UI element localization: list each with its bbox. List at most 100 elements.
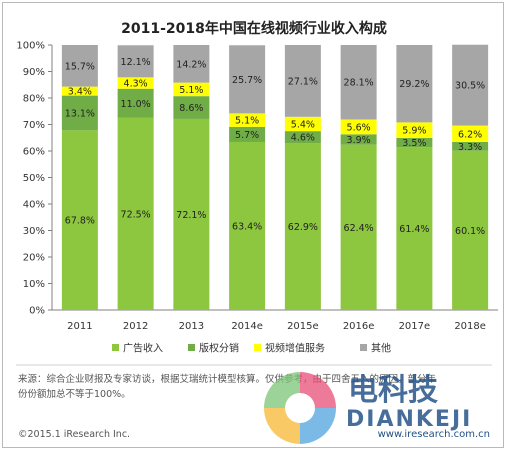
data-label: 4.3% [124, 79, 148, 90]
y-tick-label: 100% [16, 41, 45, 52]
watermark-text-en: DIANKEJI [346, 407, 472, 432]
bar-segment [173, 82, 210, 97]
copyright: ©2015.1 iResearch Inc. [18, 429, 130, 440]
x-tick-label: 2012 [123, 321, 148, 332]
legend-swatch [188, 344, 195, 351]
bar-segment [396, 138, 433, 148]
source-note-line1: 来源：综合企业财报及专家访谈，根据艾瑞统计模型核算。仅供参考，由于四舍五入的原因… [18, 373, 437, 385]
y-tick-label: 90% [23, 67, 45, 78]
data-label: 5.4% [291, 119, 315, 130]
y-tick-label: 30% [23, 226, 45, 237]
data-label: 11.0% [121, 99, 151, 110]
x-tick-label: 2017e [399, 321, 431, 332]
bar-segment [452, 141, 489, 151]
data-label: 3.9% [347, 135, 371, 146]
data-label: 29.2% [399, 79, 429, 90]
x-tick-label: 2014e [231, 321, 263, 332]
legend-label: 版权分销 [199, 342, 239, 355]
y-tick-label: 40% [23, 200, 45, 211]
bar-segment [284, 131, 321, 144]
watermark-text-cn: 电科技 [348, 373, 438, 408]
data-label: 12.1% [121, 57, 151, 68]
bar-segment [229, 126, 266, 142]
data-label: 5.6% [347, 122, 371, 133]
data-label: 25.7% [232, 75, 262, 86]
bar-segment [173, 96, 210, 119]
data-label: 62.9% [288, 222, 318, 233]
y-tick-label: 70% [23, 120, 45, 131]
bar-segment [61, 95, 98, 131]
bar-segment [173, 118, 210, 310]
legend-label: 广告收入 [123, 342, 163, 355]
legend-label: 其他 [371, 342, 391, 355]
bar-segment [229, 113, 266, 127]
data-label: 4.6% [291, 133, 315, 144]
y-tick-label: 0% [29, 306, 45, 317]
y-tick-label: 20% [23, 253, 45, 264]
data-label: 13.1% [65, 108, 95, 119]
bar-segment [117, 77, 154, 89]
data-label: 28.1% [344, 78, 374, 89]
data-label: 3.5% [402, 138, 426, 149]
bar-segment [340, 134, 377, 145]
bar-segment [452, 44, 489, 126]
x-ticks: 2011 2012 2013 2014e 2015e 2016e 2017e 2018e [67, 321, 486, 332]
data-label: 3.3% [458, 142, 482, 153]
data-label: 8.6% [179, 103, 203, 114]
bar-segment [396, 147, 433, 310]
bar-segment [229, 45, 266, 114]
bar-segment [61, 45, 98, 87]
bar-segment [396, 45, 433, 123]
bar-segment [284, 116, 321, 132]
legend: 广告收入 版权分销 视频增值服务 其他 [112, 342, 391, 355]
x-tick-label: 2015e [287, 321, 319, 332]
legend-swatch [112, 344, 119, 351]
x-tick-label: 2016e [343, 321, 375, 332]
bar-segment [284, 143, 321, 310]
x-tick-label: 2018e [454, 321, 486, 332]
bar-segment [284, 45, 321, 117]
bar-segment [117, 45, 154, 78]
bar-segment [173, 45, 210, 83]
data-label: 61.4% [399, 224, 429, 235]
data-label: 63.4% [232, 221, 262, 232]
x-tick-label: 2011 [67, 321, 92, 332]
watermark: 电科技 DIANKEJI www.iresearch.com.cn [264, 372, 490, 444]
bar-segment [61, 86, 98, 96]
legend-swatch [254, 344, 261, 351]
bar-segment [396, 122, 433, 139]
data-label: 15.7% [65, 61, 95, 72]
data-label: 30.5% [455, 81, 485, 92]
data-label: 5.7% [235, 130, 259, 141]
bar-segment [117, 88, 154, 118]
data-label: 67.8% [65, 216, 95, 227]
data-label: 60.1% [455, 226, 485, 237]
legend-swatch [360, 344, 367, 351]
data-label: 6.2% [458, 129, 482, 140]
data-label: 62.4% [344, 223, 374, 234]
watermark-logo-icon [264, 372, 336, 444]
y-tick-label: 50% [23, 173, 45, 184]
bar-segment [452, 125, 489, 142]
source-note-line2: 份份额加总不等于100%。 [18, 388, 131, 400]
chart-title: 2011-2018年中国在线视频行业收入构成 [121, 20, 387, 37]
x-tick-label: 2013 [179, 321, 204, 332]
data-label: 3.4% [68, 87, 92, 98]
bars [61, 44, 489, 310]
data-label: 72.1% [176, 210, 206, 221]
bar-segment [340, 144, 377, 310]
data-label: 5.1% [235, 116, 259, 127]
y-tick-label: 80% [23, 94, 45, 105]
bar-segment [61, 130, 98, 310]
data-label: 5.1% [179, 85, 203, 96]
bar-segment [117, 117, 154, 310]
legend-label: 视频增值服务 [265, 342, 325, 355]
data-label: 14.2% [176, 59, 206, 70]
bar-segment [229, 141, 266, 310]
y-tick-label: 10% [23, 279, 45, 290]
y-tick-label: 60% [23, 147, 45, 158]
bar-segment [340, 119, 377, 135]
source-url: www.iresearch.com.cn [378, 429, 490, 440]
data-label: 27.1% [288, 76, 318, 87]
